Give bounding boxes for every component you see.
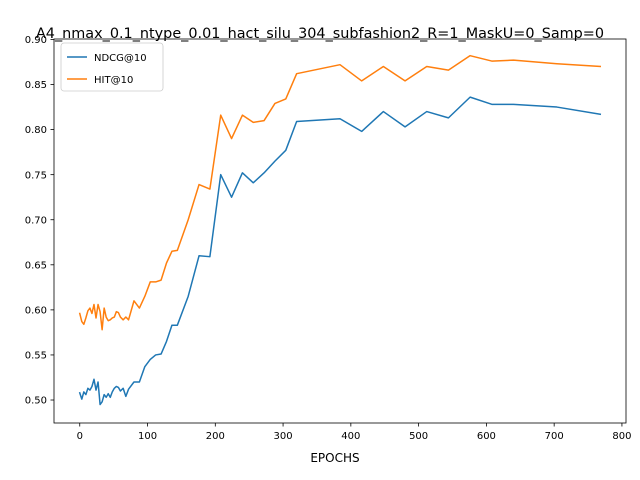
x-tick-label: 0 xyxy=(77,431,83,442)
y-tick-label: 0.70 xyxy=(25,215,47,226)
chart-title: A4_nmax_0.1_ntype_0.01_hact_silu_304_sub… xyxy=(36,26,604,42)
y-tick-label: 0.75 xyxy=(25,170,47,181)
x-tick-label: 800 xyxy=(612,431,631,442)
x-tick-label: 200 xyxy=(206,431,225,442)
x-tick-label: 400 xyxy=(341,431,360,442)
x-tick-label: 500 xyxy=(409,431,428,442)
x-axis-label: EPOCHS xyxy=(310,451,359,465)
series-line-hit10 xyxy=(78,54,602,331)
axes-frame xyxy=(53,38,627,424)
series-line-ndcg10 xyxy=(78,96,602,406)
legend-label: NDCG@10 xyxy=(94,53,147,64)
y-tick-label: 0.50 xyxy=(25,396,47,407)
x-tick-label: 300 xyxy=(274,431,293,442)
plot-series-group xyxy=(78,54,602,406)
y-tick-label: 0.80 xyxy=(25,125,47,136)
y-tick-label: 0.90 xyxy=(25,35,47,46)
x-tick-label: 700 xyxy=(545,431,564,442)
y-tick-label: 0.85 xyxy=(25,80,47,91)
axes-group: 0 100 200 300 400 500 600 700 800 0.50 0.55 0.60 0.6… xyxy=(25,35,632,442)
y-tick-label: 0.65 xyxy=(25,260,47,271)
legend: NDCG@10 HIT@10 xyxy=(60,42,164,92)
x-tick-label: 600 xyxy=(477,431,496,442)
legend-label: HIT@10 xyxy=(94,75,133,86)
y-tick-label: 0.55 xyxy=(25,351,47,362)
y-tick-label: 0.60 xyxy=(25,305,47,316)
x-tick-label: 100 xyxy=(138,431,157,442)
